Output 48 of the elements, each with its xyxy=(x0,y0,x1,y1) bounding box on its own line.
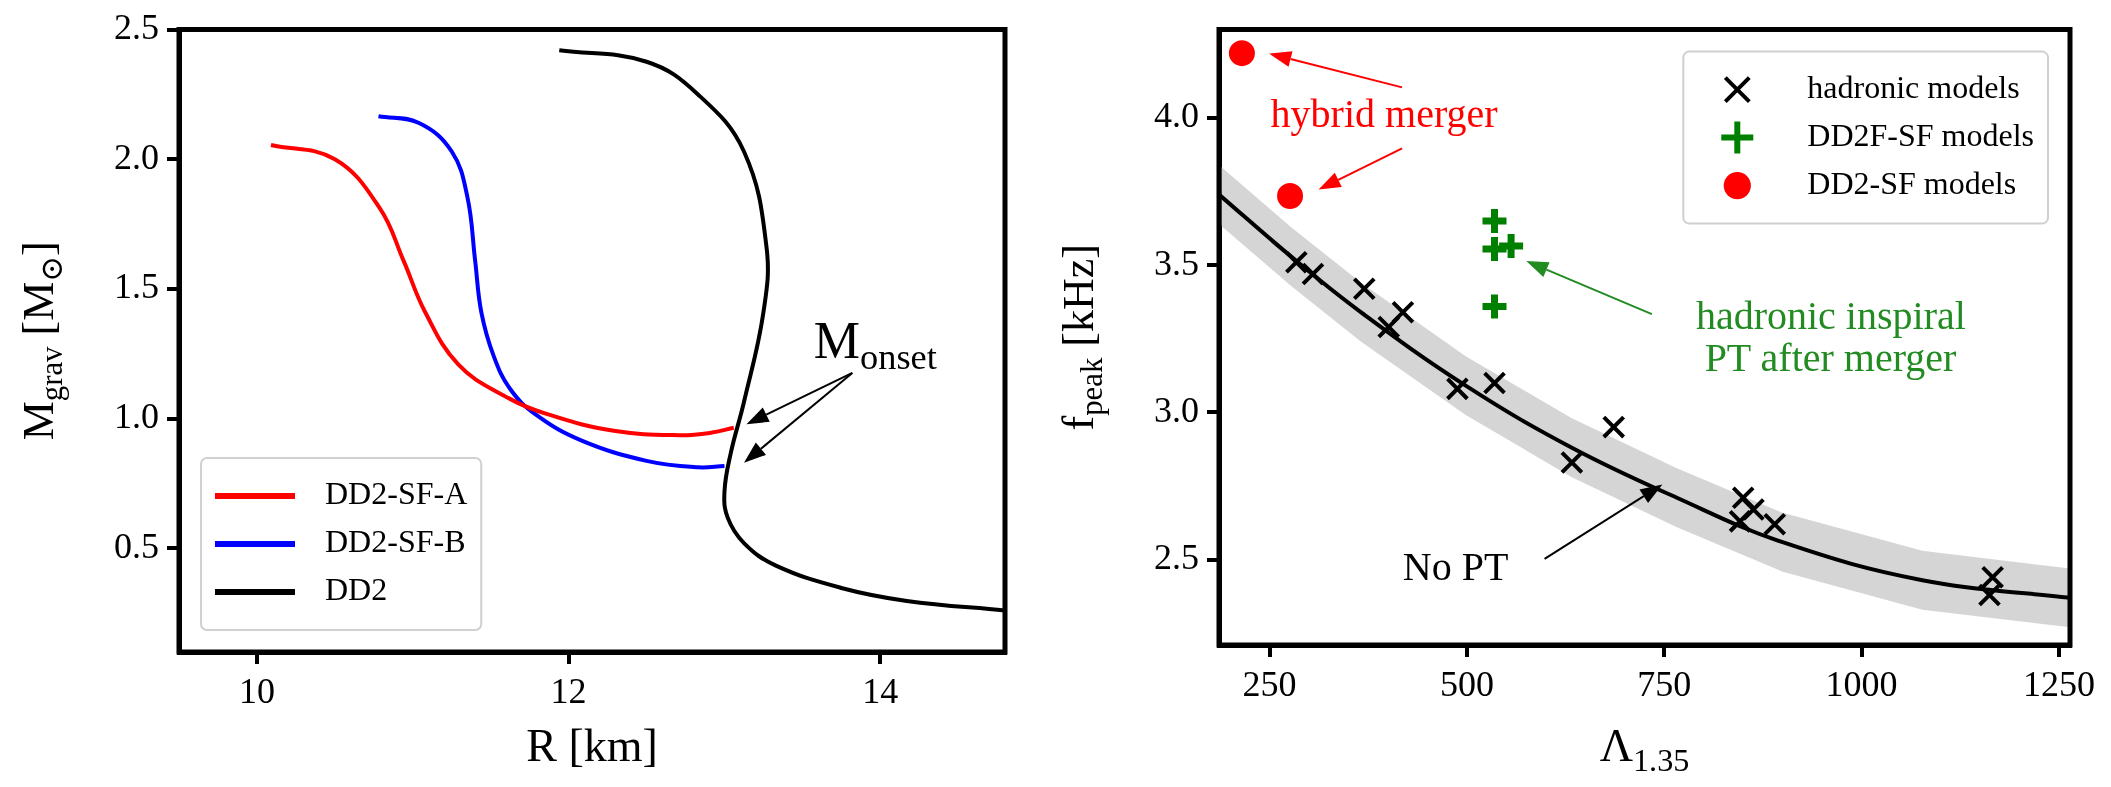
line-series xyxy=(557,48,1005,613)
point xyxy=(1741,497,1766,522)
legend-label: hadronic models xyxy=(1807,69,2020,106)
point xyxy=(1482,294,1507,319)
legend-label: DD2 xyxy=(325,571,388,608)
point xyxy=(1277,182,1304,209)
y-tick-label: 2.5 xyxy=(114,7,159,48)
point xyxy=(1762,512,1787,537)
point xyxy=(1301,262,1325,286)
legend-label: DD2F-SF models xyxy=(1807,117,2034,154)
x-tick-label: 14 xyxy=(862,671,899,712)
x-axis-title: R [km] xyxy=(526,720,658,772)
y-tick-label: 2.5 xyxy=(1154,537,1199,578)
y-tick-label: 1.0 xyxy=(114,396,159,437)
point xyxy=(1482,371,1507,395)
y-tick-label: 1.5 xyxy=(114,266,159,307)
point xyxy=(1445,376,1470,401)
point xyxy=(1391,300,1415,325)
point xyxy=(1601,415,1626,440)
y-tick-label: 3.5 xyxy=(1154,242,1199,283)
point xyxy=(1559,450,1584,475)
point xyxy=(1499,234,1524,259)
y-axis-title: fpeak [kHz] xyxy=(1053,244,1110,431)
annotation: hybrid merger xyxy=(1270,90,1498,136)
point xyxy=(1482,208,1507,233)
x-tick-label: 500 xyxy=(1439,664,1494,705)
point xyxy=(1352,276,1377,301)
legend-label: DD2-SF models xyxy=(1807,165,2017,202)
point xyxy=(1228,40,1255,67)
point xyxy=(1284,250,1309,275)
y-tick-label: 0.5 xyxy=(114,525,159,566)
point xyxy=(1376,315,1401,339)
line-series xyxy=(268,143,736,438)
annotation: hadronic inspiral PT after merger xyxy=(1695,292,1966,380)
x-tick-label: 750 xyxy=(1637,664,1692,705)
y-axis-title: Mgrav [M⊙] xyxy=(13,241,70,441)
x-tick-label: 1250 xyxy=(2022,664,2095,705)
line-series xyxy=(376,114,727,470)
x-tick-label: 10 xyxy=(238,671,275,712)
legend-label: DD2-SF-B xyxy=(325,523,466,560)
annotation: No PT xyxy=(1402,544,1509,590)
legend-label: DD2-SF-A xyxy=(325,475,468,512)
y-tick-label: 4.0 xyxy=(1154,95,1199,136)
y-tick-label: 2.0 xyxy=(114,136,159,177)
x-tick-label: 250 xyxy=(1242,664,1297,705)
y-tick-label: 3.0 xyxy=(1154,389,1199,430)
x-tick-label: 12 xyxy=(550,671,587,712)
x-tick-label: 1000 xyxy=(1825,664,1898,705)
